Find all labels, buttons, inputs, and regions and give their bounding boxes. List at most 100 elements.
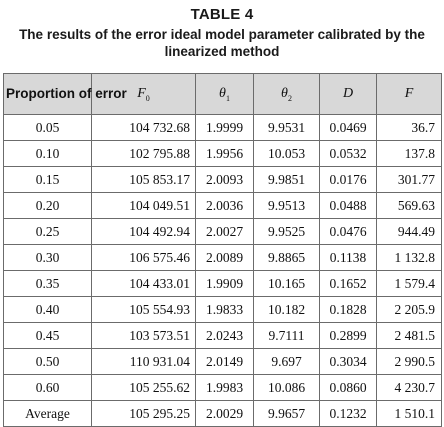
proportion-cell: Average [3,400,92,427]
d-cell: 0.1652 [319,270,377,297]
f0-cell: 105 295.25 [91,400,196,427]
average-row: Average 105 295.25 2.0029 9.9657 0.1232 1 510… [3,400,442,427]
header-subscript: 0 [145,93,150,103]
f0-cell: 102 795.88 [91,140,196,167]
d-cell: 0.1138 [319,244,377,271]
header-symbol: F [404,85,414,101]
results-table: Proportion of error F0 θ1 θ2 D F 0.05 104… [3,73,442,427]
f0-cell: 105 554.93 [91,296,196,323]
d-cell: 0.0860 [319,374,377,401]
d-cell: 0.1828 [319,296,377,323]
proportion-cell: 0.20 [3,192,92,219]
f0-cell: 106 575.46 [91,244,196,271]
f-cell: 1 132.8 [376,244,442,271]
table-body: 0.05 104 732.68 1.9999 9.9531 0.0469 36.7 0.10… [3,114,442,427]
header-theta2: θ2 [253,73,320,115]
theta2-cell: 10.053 [253,140,320,167]
theta1-cell: 2.0093 [195,166,254,193]
f0-cell: 104 492.94 [91,218,196,245]
f0-cell: 104 433.01 [91,270,196,297]
d-cell: 0.0176 [319,166,377,193]
f-cell: 137.8 [376,140,442,167]
header-proportion: Proportion of error [3,73,127,115]
proportion-cell: 0.45 [3,322,92,349]
theta1-cell: 2.0029 [195,400,254,427]
f0-cell: 104 049.51 [91,192,196,219]
theta2-cell: 9.7111 [253,322,320,349]
table-number: TABLE 4 [190,6,254,23]
f-cell: 569.63 [376,192,442,219]
f-cell: 1 510.1 [376,400,442,427]
f-cell: 4 230.7 [376,374,442,401]
f-cell: 1 579.4 [376,270,442,297]
d-cell: 0.2899 [319,322,377,349]
table-row: 0.20 104 049.51 2.0036 9.9513 0.0488 569.63 [3,192,442,219]
proportion-cell: 0.50 [3,348,92,375]
proportion-cell: 0.35 [3,270,92,297]
theta2-cell: 10.086 [253,374,320,401]
header-row: Proportion of error F0 θ1 θ2 D F [3,73,442,115]
header-theta1: θ1 [195,73,254,115]
f-cell: 301.77 [376,166,442,193]
f0-cell: 104 732.68 [91,114,196,141]
d-cell: 0.0532 [319,140,377,167]
f-cell: 2 205.9 [376,296,442,323]
f0-cell: 105 255.62 [91,374,196,401]
table-row: 0.05 104 732.68 1.9999 9.9531 0.0469 36.7 [3,114,442,141]
f-cell: 36.7 [376,114,442,141]
d-cell: 0.0469 [319,114,377,141]
proportion-cell: 0.30 [3,244,92,271]
header-symbol: D [342,85,354,101]
header-d: D [319,73,377,115]
theta2-cell: 9.9851 [253,166,320,193]
f0-cell: 103 573.51 [91,322,196,349]
table-caption: TABLE 4 The results of the error ideal m… [0,0,444,60]
table-row: 0.30 106 575.46 2.0089 9.8865 0.1138 1 132.8 [3,244,442,271]
theta1-cell: 2.0089 [195,244,254,271]
header-symbol: F [137,85,146,101]
proportion-cell: 0.05 [3,114,92,141]
table-row: 0.35 104 433.01 1.9909 10.165 0.1652 1 579.4 [3,270,442,297]
theta1-cell: 1.9999 [195,114,254,141]
f-cell: 944.49 [376,218,442,245]
theta1-cell: 2.0149 [195,348,254,375]
table-row: 0.60 105 255.62 1.9983 10.086 0.0860 4 230.7 [3,374,442,401]
f-cell: 2 481.5 [376,322,442,349]
theta2-cell: 10.182 [253,296,320,323]
proportion-cell: 0.60 [3,374,92,401]
theta1-cell: 2.0027 [195,218,254,245]
header-f0: F0 [91,73,196,115]
proportion-cell: 0.40 [3,296,92,323]
table-row: 0.25 104 492.94 2.0027 9.9525 0.0476 944.49 [3,218,442,245]
header-subscript: 1 [225,93,230,103]
d-cell: 0.0488 [319,192,377,219]
header-symbol: θ [219,85,226,101]
d-cell: 0.3034 [319,348,377,375]
theta1-cell: 1.9833 [195,296,254,323]
table-row: 0.50 110 931.04 2.0149 9.697 0.3034 2 990.5 [3,348,442,375]
theta2-cell: 9.9531 [253,114,320,141]
proportion-cell: 0.15 [3,166,92,193]
theta2-cell: 9.9513 [253,192,320,219]
proportion-cell: 0.25 [3,218,92,245]
theta1-cell: 1.9983 [195,374,254,401]
theta1-cell: 1.9909 [195,270,254,297]
theta2-cell: 10.165 [253,270,320,297]
theta1-cell: 2.0036 [195,192,254,219]
header-f: F [376,73,442,115]
table-row: 0.10 102 795.88 1.9956 10.053 0.0532 137.8 [3,140,442,167]
theta2-cell: 9.8865 [253,244,320,271]
table-row: 0.45 103 573.51 2.0243 9.7111 0.2899 2 481.5 [3,322,442,349]
theta2-cell: 9.697 [253,348,320,375]
header-symbol: θ [281,85,288,101]
theta1-cell: 2.0243 [195,322,254,349]
theta2-cell: 9.9657 [253,400,320,427]
table-title: The results of the error ideal model par… [19,27,425,59]
d-cell: 0.0476 [319,218,377,245]
theta1-cell: 1.9956 [195,140,254,167]
theta2-cell: 9.9525 [253,218,320,245]
table-row: 0.15 105 853.17 2.0093 9.9851 0.0176 301.77 [3,166,442,193]
table-row: 0.40 105 554.93 1.9833 10.182 0.1828 2 205.9 [3,296,442,323]
proportion-cell: 0.10 [3,140,92,167]
